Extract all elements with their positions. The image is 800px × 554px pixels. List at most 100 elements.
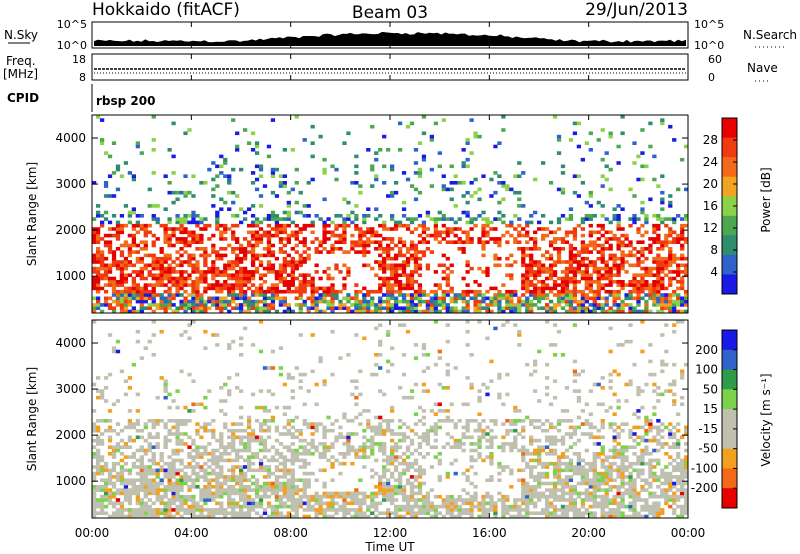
heatmap-cell bbox=[286, 504, 291, 509]
heatmap-cell bbox=[143, 501, 148, 506]
heatmap-cell bbox=[413, 504, 419, 509]
heatmap-cell bbox=[437, 382, 442, 387]
heatmap-cell bbox=[576, 309, 582, 314]
heatmap-cell bbox=[219, 230, 224, 235]
heatmap-cell bbox=[465, 237, 470, 241]
heatmap-cell bbox=[425, 210, 431, 215]
heatmap-cell bbox=[115, 511, 121, 515]
heatmap-cell bbox=[417, 419, 423, 423]
heatmap-cell bbox=[592, 247, 597, 251]
power-colorbar-tick-label: 4 bbox=[710, 265, 718, 279]
heatmap-cell bbox=[477, 455, 482, 459]
heatmap-cell bbox=[533, 475, 538, 479]
heatmap-cell bbox=[92, 445, 97, 449]
heatmap-cell bbox=[159, 501, 164, 506]
heatmap-cell bbox=[346, 491, 351, 496]
heatmap-cell bbox=[354, 293, 359, 297]
heatmap-cell bbox=[103, 194, 109, 198]
heatmap-cell bbox=[95, 461, 101, 466]
heatmap-cell bbox=[163, 379, 168, 383]
heatmap-cell bbox=[239, 273, 244, 277]
heatmap-cell bbox=[552, 448, 558, 453]
heatmap-cell bbox=[103, 289, 109, 294]
heatmap-cell bbox=[405, 124, 411, 129]
heatmap-cell bbox=[529, 501, 534, 506]
heatmap-cell bbox=[242, 283, 248, 287]
heatmap-cell bbox=[270, 263, 276, 268]
heatmap-cell bbox=[390, 309, 395, 314]
heatmap-cell bbox=[223, 448, 228, 453]
heatmap-cell bbox=[195, 286, 200, 291]
heatmap-cell bbox=[127, 494, 133, 499]
heatmap-cell bbox=[473, 494, 478, 499]
heatmap-cell bbox=[270, 171, 276, 175]
heatmap-cell bbox=[521, 425, 526, 430]
heatmap-cell bbox=[580, 270, 585, 274]
heatmap-cell bbox=[660, 207, 665, 211]
heatmap-cell bbox=[596, 250, 601, 254]
heatmap-cell bbox=[282, 455, 287, 459]
heatmap-cell bbox=[227, 478, 232, 482]
heatmap-cell bbox=[227, 343, 232, 347]
heatmap-cell bbox=[99, 276, 105, 281]
heatmap-cell bbox=[477, 395, 482, 400]
heatmap-cell bbox=[203, 247, 208, 251]
heatmap-cell bbox=[417, 141, 423, 145]
heatmap-cell bbox=[525, 240, 530, 244]
heatmap-cell bbox=[107, 303, 113, 307]
heatmap-cell bbox=[274, 227, 280, 231]
heatmap-cell bbox=[461, 276, 466, 281]
heatmap-cell bbox=[362, 214, 367, 218]
heatmap-cell bbox=[195, 263, 200, 268]
heatmap-cell bbox=[250, 289, 256, 294]
heatmap-cell bbox=[393, 511, 399, 515]
heatmap-cell bbox=[390, 237, 395, 241]
heatmap-cell bbox=[211, 276, 216, 281]
heatmap-cell bbox=[596, 293, 601, 297]
heatmap-cell bbox=[266, 217, 272, 221]
heatmap-cell bbox=[386, 194, 391, 198]
heatmap-cell bbox=[215, 491, 220, 496]
heatmap-cell bbox=[139, 293, 144, 297]
heatmap-cell bbox=[493, 501, 498, 506]
heatmap-cell bbox=[445, 217, 450, 221]
heatmap-cell bbox=[441, 184, 446, 188]
heatmap-cell bbox=[461, 250, 466, 254]
heatmap-cell bbox=[572, 280, 578, 284]
heatmap-cell bbox=[262, 455, 268, 459]
heatmap-cell bbox=[183, 481, 188, 486]
heatmap-cell bbox=[262, 445, 268, 449]
heatmap-cell bbox=[596, 303, 601, 307]
heatmap-cell bbox=[433, 293, 438, 297]
heatmap-cell bbox=[282, 250, 287, 254]
heatmap-cell bbox=[266, 309, 272, 314]
heatmap-cell bbox=[445, 419, 450, 423]
heatmap-cell bbox=[123, 309, 129, 314]
heatmap-cell bbox=[370, 428, 375, 433]
heatmap-cell bbox=[258, 289, 264, 294]
heatmap-cell bbox=[203, 501, 208, 506]
heatmap-cell bbox=[147, 504, 152, 509]
heatmap-cell bbox=[282, 445, 287, 449]
heatmap-cell bbox=[362, 409, 367, 413]
heatmap-cell bbox=[250, 299, 256, 304]
heatmap-cell bbox=[334, 435, 339, 440]
heatmap-cell bbox=[600, 233, 605, 238]
heatmap-cell bbox=[119, 491, 125, 496]
heatmap-cell bbox=[401, 260, 407, 264]
heatmap-cell bbox=[544, 501, 550, 506]
heatmap-cell bbox=[119, 174, 125, 178]
heatmap-cell bbox=[107, 276, 113, 281]
heatmap-cell bbox=[453, 422, 458, 426]
heatmap-cell bbox=[183, 419, 188, 423]
heatmap-cell bbox=[254, 309, 260, 314]
heatmap-cell bbox=[568, 253, 574, 258]
heatmap-cell bbox=[684, 293, 689, 297]
heatmap-cell bbox=[350, 501, 355, 506]
heatmap-cell bbox=[99, 504, 105, 509]
heatmap-cell bbox=[548, 273, 554, 277]
heatmap-cell bbox=[326, 491, 331, 496]
heatmap-cell bbox=[390, 498, 395, 502]
heatmap-cell bbox=[278, 442, 284, 446]
heatmap-cell bbox=[294, 200, 299, 205]
